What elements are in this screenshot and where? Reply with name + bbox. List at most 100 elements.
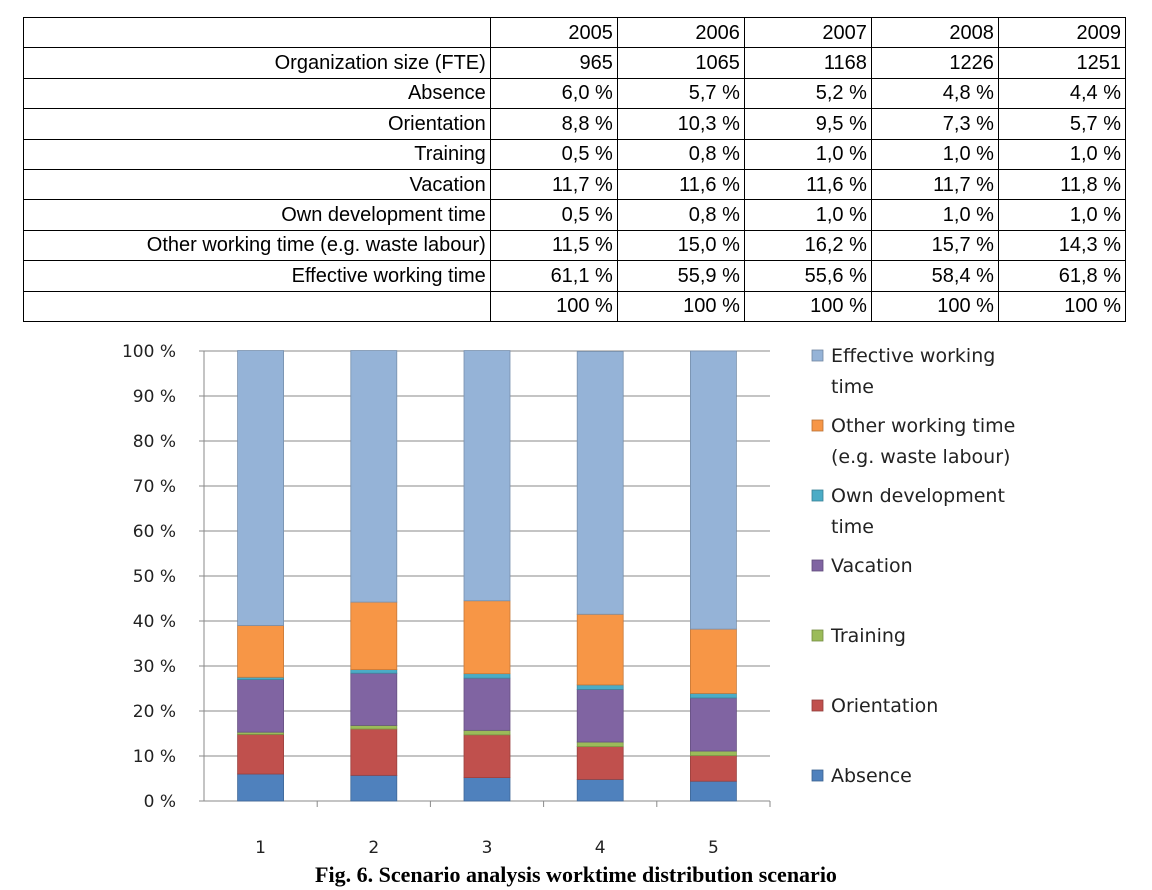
bar-segment (576, 741, 624, 747)
value-cell: 11,6 % (743, 168, 872, 201)
legend-label: (e.g. waste labour) (831, 446, 1010, 468)
value-cell: 61,8 % (997, 260, 1127, 292)
bar-segment (350, 774, 398, 802)
value-cell: 2006 (616, 16, 745, 49)
legend-swatch (811, 559, 824, 572)
row-label-cell: Absence (23, 77, 491, 110)
legend-swatch (811, 489, 824, 502)
row-label-cell: Orientation (23, 108, 491, 140)
value-cell: 1,0 % (870, 199, 999, 231)
bar-segment (463, 777, 511, 802)
row-label-cell: Own development time (23, 199, 491, 231)
value-cell: 0,5 % (489, 199, 618, 231)
y-tick-label: 10 % (133, 747, 176, 767)
value-cell: 4,8 % (870, 77, 999, 110)
legend-label: Own development (831, 485, 1005, 507)
y-tick-label: 0 % (144, 792, 176, 812)
value-cell: 0,5 % (489, 138, 618, 170)
value-cell: 55,9 % (616, 260, 745, 292)
legend-swatch (811, 629, 824, 642)
bar-segment (576, 688, 624, 743)
bar-segment (576, 684, 624, 690)
y-tick-label: 30 % (133, 657, 176, 677)
bar-segment (350, 350, 398, 603)
value-cell: 2009 (997, 16, 1127, 49)
bar-segment (237, 679, 285, 733)
x-tick-label: 2 (368, 838, 379, 858)
bar-segment (463, 734, 511, 779)
bar-segment (690, 697, 737, 752)
table-row: Other working time (e.g. waste labour) 11… (23, 229, 1127, 262)
legend-swatch (811, 699, 824, 712)
value-cell: 2007 (743, 16, 872, 49)
bar-segment (463, 350, 511, 602)
legend-label: time (831, 376, 874, 398)
bar-segment (576, 778, 624, 802)
legend-label: Effective working (831, 345, 995, 367)
value-cell: 1065 (616, 47, 745, 79)
value-cell: 1,0 % (997, 199, 1127, 231)
row-label-cell: Other working time (e.g. waste labour) (23, 229, 491, 262)
bar-segment (237, 773, 285, 802)
value-cell: 16,2 % (743, 229, 872, 262)
y-tick-label: 60 % (133, 522, 176, 542)
row-label-cell: Vacation (23, 168, 491, 201)
value-cell: 15,7 % (870, 229, 999, 262)
legend-label: Other working time (831, 415, 1015, 437)
bar-segment (690, 628, 737, 694)
row-label-cell (23, 290, 491, 323)
value-cell: 55,6 % (743, 260, 872, 292)
value-cell: 10,3 % (616, 108, 745, 140)
legend-label: Vacation (831, 555, 913, 577)
bar-segment (237, 625, 285, 678)
bar-segment (350, 669, 398, 674)
bar-segment (463, 729, 511, 736)
table-row: Absence 6,0 % 5,7 % 5,2 % 4,8 % 4,4 % (23, 77, 1127, 110)
table-row: 100 % 100 % 100 % 100 % 100 % (23, 290, 1127, 323)
bar-segment (463, 673, 511, 679)
x-tick-label: 5 (708, 838, 719, 858)
value-cell: 14,3 % (997, 229, 1127, 262)
x-tick-label: 1 (255, 838, 266, 858)
legend-swatch (811, 769, 824, 782)
y-tick-label: 90 % (133, 387, 176, 407)
y-tick-label: 80 % (133, 432, 176, 452)
table-row: Training 0,5 % 0,8 % 1,0 % 1,0 % 1,0 % (23, 138, 1127, 170)
figure-caption: Fig. 6. Scenario analysis worktime distr… (315, 862, 837, 887)
value-cell: 1168 (743, 47, 872, 79)
value-cell: 1226 (870, 47, 999, 79)
y-tick-label: 40 % (133, 612, 176, 632)
legend-label: Training (830, 625, 906, 647)
bar-segment (463, 600, 511, 675)
value-cell: 11,8 % (997, 168, 1127, 201)
value-cell: 100 % (616, 290, 745, 323)
bar-segment (690, 755, 737, 782)
value-cell: 11,6 % (616, 168, 745, 201)
x-tick-label: 4 (595, 838, 606, 858)
value-cell: 2005 (489, 16, 618, 49)
value-cell: 61,1 % (489, 260, 618, 292)
legend-label: Orientation (831, 695, 938, 717)
value-cell: 8,8 % (489, 108, 618, 140)
value-cell: 5,2 % (743, 77, 872, 110)
bar-segment (463, 677, 511, 731)
y-tick-label: 100 % (122, 342, 176, 362)
value-cell: 1251 (997, 47, 1127, 79)
value-cell: 15,0 % (616, 229, 745, 262)
value-cell: 0,8 % (616, 199, 745, 231)
row-label-cell: Effective working time (23, 260, 491, 292)
row-label-cell (23, 16, 491, 49)
table-row: Vacation 11,7 % 11,6 % 11,6 % 11,7 % 11,8 % (23, 168, 1127, 201)
legend-label: Absence (831, 765, 912, 787)
value-cell: 4,4 % (997, 77, 1127, 110)
table-row: Organization size (FTE) 965 1065 1168 1226 12… (23, 47, 1127, 79)
table-header-row: 2005 2006 2007 2008 2009 (23, 16, 1127, 49)
value-cell: 1,0 % (743, 199, 872, 231)
bar-segment (690, 750, 737, 756)
legend-swatch (811, 419, 824, 432)
bar-segment (690, 350, 737, 630)
bar-segment (237, 733, 285, 775)
legend-swatch (811, 349, 824, 362)
value-cell: 1,0 % (870, 138, 999, 170)
bar-segment (237, 350, 285, 626)
